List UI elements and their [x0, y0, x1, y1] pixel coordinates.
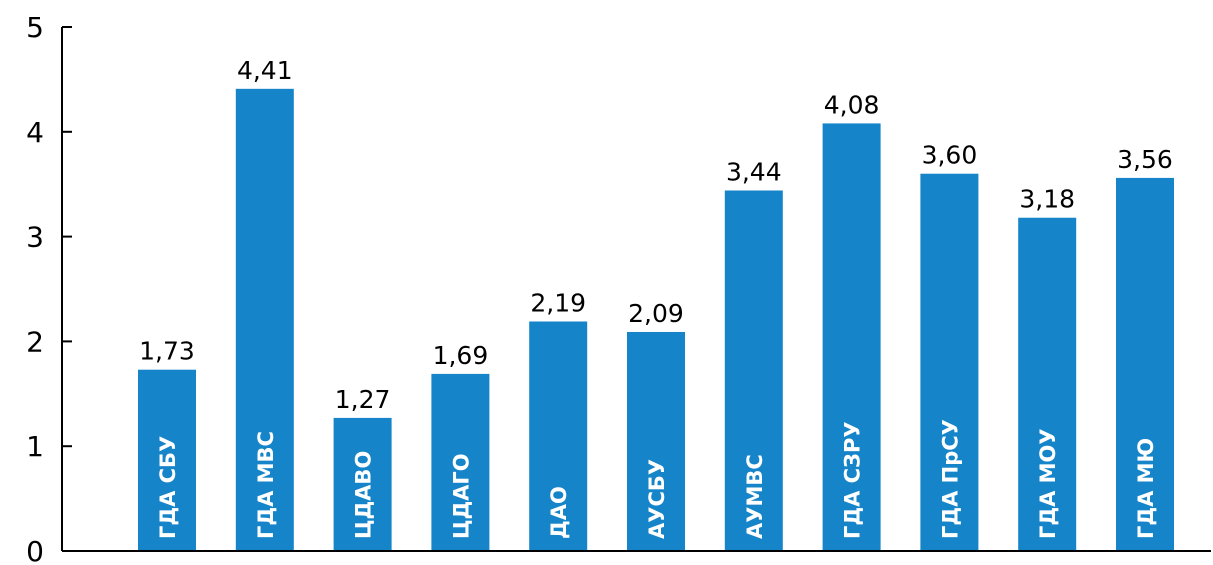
bar [333, 417, 392, 551]
bar [1116, 177, 1174, 552]
bar-value-label: 1,73 [139, 337, 195, 366]
bar-value-label: 3,18 [1019, 185, 1075, 214]
bars-group [138, 88, 1174, 552]
y-tick-label: 4 [26, 116, 44, 149]
bar-category-label: ЦДАГО [449, 453, 473, 539]
category-labels-group: ГДА СБУ ГДА МВС ЦДАВО ЦДАГО ДАО АУСБУ АУМВС ГДА… [156, 419, 1158, 539]
value-labels-group: 1,73 4,41 1,27 1,69 2,19 2,09 3,44 4,08 3,60 3,18… [139, 56, 1173, 414]
bar-value-label: 1,69 [433, 341, 489, 370]
bar-category-label: ГДА СБУ [156, 436, 180, 539]
bar-category-label: ЦДАВО [352, 451, 376, 539]
bar-value-label: 1,27 [335, 385, 391, 414]
bar [920, 173, 979, 551]
bar-value-label: 3,56 [1117, 145, 1173, 174]
bar-category-label: ГДА МВС [254, 431, 278, 539]
bar-category-label: АУМВС [743, 454, 767, 539]
bar-category-label: ГДА МОУ [1036, 428, 1060, 539]
bar-value-label: 2,19 [530, 288, 586, 317]
bar-category-label: ДАО [547, 486, 571, 539]
y-tick-label: 5 [26, 11, 44, 44]
y-tick-label: 3 [26, 221, 44, 254]
bar-value-label: 4,08 [824, 90, 880, 119]
bar [138, 369, 196, 551]
bar [724, 190, 783, 551]
bar-value-label: 4,41 [237, 56, 293, 85]
bar [529, 321, 588, 551]
bar-value-label: 3,44 [726, 157, 782, 186]
bar-category-label: ГДА ПрСУ [938, 419, 962, 539]
bar [431, 373, 490, 551]
bar-value-label: 3,60 [922, 141, 978, 170]
bar [235, 88, 294, 551]
bar-category-label: ГДА МЮ [1134, 438, 1158, 539]
bar-category-label: ГДА СЗРУ [841, 421, 865, 539]
y-tick-label: 2 [26, 325, 44, 358]
bar [822, 123, 881, 551]
bar [627, 331, 685, 551]
y-axis: 0 1 2 3 4 5 [26, 11, 72, 565]
y-tick-label: 0 [26, 535, 44, 565]
bar-value-label: 2,09 [628, 299, 684, 328]
bar [1018, 217, 1077, 551]
y-tick-label: 1 [26, 430, 44, 463]
bar-category-label: АУСБУ [645, 459, 669, 539]
